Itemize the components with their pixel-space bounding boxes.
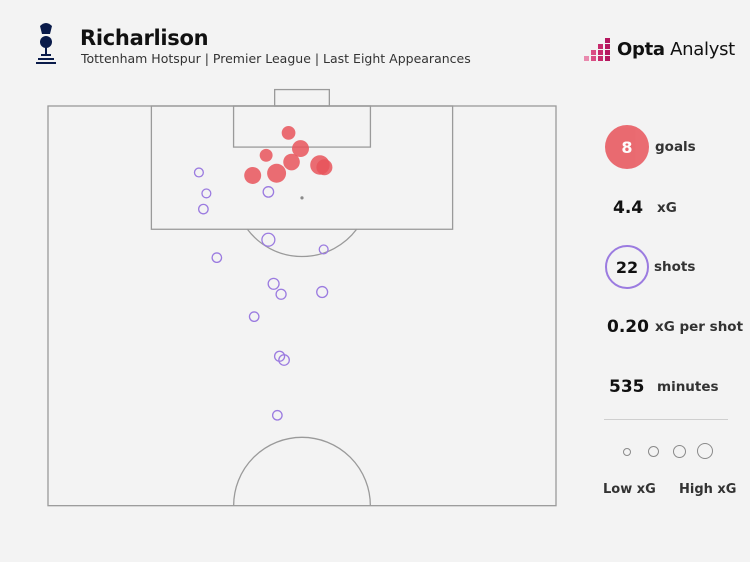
goal-shot-marker <box>292 140 309 158</box>
penalty-spot <box>300 196 304 200</box>
goal-shot-marker <box>259 148 273 162</box>
goal-shot-marker <box>267 163 287 183</box>
non-goal-shot-marker <box>318 244 329 255</box>
non-goal-shot-marker <box>271 409 283 421</box>
non-goal-shot-marker <box>201 188 212 199</box>
non-goal-shot-marker <box>278 354 290 366</box>
goal-shot-marker <box>244 166 262 184</box>
pitch-markings <box>47 88 557 507</box>
tottenham-crest-icon <box>36 23 56 64</box>
centre-circle <box>232 436 372 506</box>
goal-shot-marker <box>281 126 296 140</box>
header: Richarlison Tottenham Hotspur | Premier … <box>0 0 750 80</box>
pitch-outline <box>47 105 557 507</box>
non-goal-shot-marker <box>248 311 260 323</box>
brand-name: Opta Analyst <box>617 39 735 60</box>
non-goal-shot-marker <box>262 186 275 198</box>
non-goal-shot-marker <box>275 288 287 300</box>
non-goal-shot-marker <box>316 285 329 299</box>
goal-shot-marker <box>283 153 300 171</box>
non-goal-shot-marker <box>193 167 204 178</box>
non-goal-shot-marker <box>198 203 209 215</box>
opta-bars-logo-icon <box>584 38 610 61</box>
non-goal-shot-marker <box>267 277 280 290</box>
goal-shot-marker <box>316 159 333 176</box>
penalty-area <box>150 105 454 230</box>
goal-frame <box>274 88 330 107</box>
non-goal-shot-marker <box>261 232 276 247</box>
page-subtitle: Tottenham Hotspur | Premier League | Las… <box>81 51 471 66</box>
page-title: Richarlison <box>80 26 209 50</box>
shots-layer <box>193 126 333 421</box>
non-goal-shot-marker <box>211 252 223 264</box>
penalty-arc <box>246 228 358 258</box>
